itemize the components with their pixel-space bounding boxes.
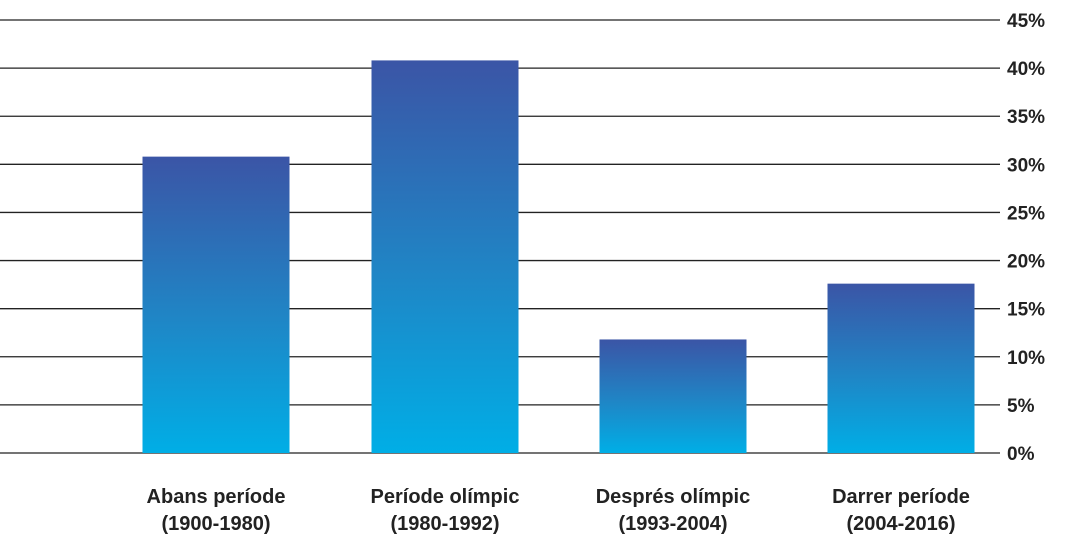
category-label-line1: Després olímpic: [596, 486, 751, 508]
y-tick-label: 5%: [1007, 396, 1035, 417]
y-tick-label: 25%: [1007, 203, 1045, 224]
category-label-line2: (1993-2004): [619, 513, 728, 535]
y-tick-label: 30%: [1007, 155, 1045, 176]
bar: [827, 283, 975, 453]
category-label-line2: (2004-2016): [847, 513, 956, 535]
y-tick-label: 40%: [1007, 59, 1045, 80]
bars: [142, 60, 975, 454]
y-tick-label: 20%: [1007, 252, 1045, 273]
y-tick-label: 45%: [1007, 11, 1045, 32]
y-tick-label: 35%: [1007, 107, 1045, 128]
category-label-line1: Període olímpic: [371, 486, 520, 508]
y-tick-label: 15%: [1007, 300, 1045, 321]
bar: [371, 60, 519, 454]
category-label-line2: (1980-1992): [391, 513, 500, 535]
bar: [599, 339, 747, 453]
y-tick-label: 10%: [1007, 348, 1045, 369]
category-label-line1: Darrer període: [832, 486, 970, 508]
y-axis-tick-labels: 0% 5% 10% 15% 20% 25% 30% 35% 40% 45%: [1007, 11, 1045, 465]
y-tick-label: 0%: [1007, 444, 1035, 465]
category-label-line2: (1900-1980): [162, 513, 271, 535]
x-axis-category-labels: Abans període (1900-1980) Període olímpic (…: [147, 486, 970, 535]
bar: [142, 156, 290, 453]
category-label-line1: Abans període: [147, 486, 286, 508]
